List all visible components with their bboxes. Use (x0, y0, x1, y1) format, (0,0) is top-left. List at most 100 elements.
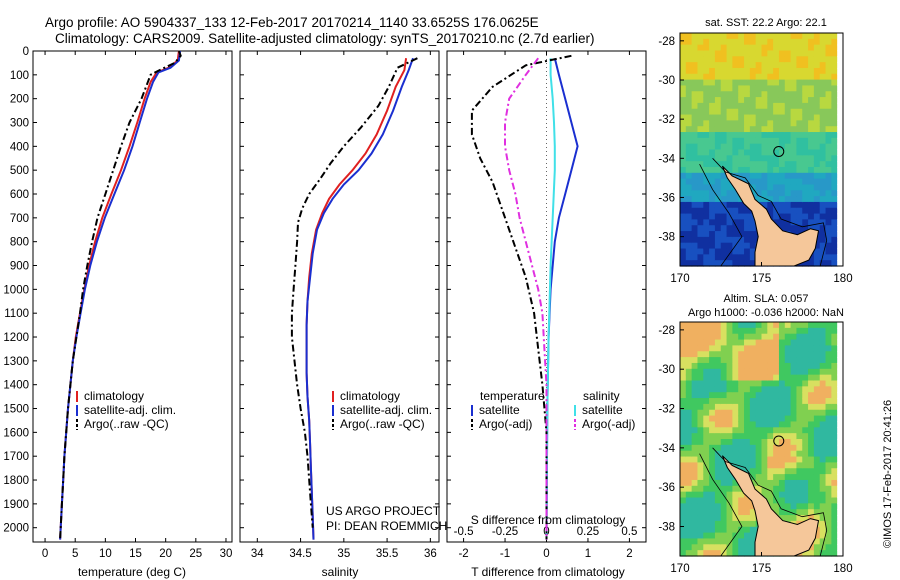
map-cell (778, 345, 786, 352)
map-cell (720, 333, 728, 341)
map-cell (703, 126, 710, 133)
map-cell (680, 526, 687, 534)
map-cell (720, 67, 728, 75)
map-cell (761, 485, 768, 493)
map-cell (813, 474, 821, 481)
map-cell (709, 503, 716, 510)
map-cell (697, 403, 704, 411)
map-cell (819, 260, 827, 267)
map-cell (714, 509, 722, 516)
map-cell (714, 392, 722, 399)
map-cell (714, 520, 722, 528)
map-cell (720, 50, 728, 57)
map-cell (808, 497, 815, 504)
map-cell (837, 491, 844, 499)
map-cell (691, 322, 699, 329)
map-cell (784, 50, 792, 57)
map-cell (709, 38, 716, 46)
map-cell (778, 374, 786, 382)
map-cell (825, 254, 832, 261)
map-cell (749, 515, 757, 522)
map-cell (714, 550, 722, 557)
map-cell (767, 415, 774, 423)
map-cell (790, 433, 798, 440)
map-cell (831, 155, 838, 162)
map-cell (790, 44, 798, 52)
map-cell (732, 126, 739, 133)
map-cell (784, 351, 792, 358)
map-cell (680, 254, 687, 261)
map-cell (749, 38, 757, 46)
map-cell (767, 190, 774, 197)
map-cell (720, 114, 728, 121)
map-cell (790, 462, 798, 469)
map-cell (761, 433, 768, 440)
map-cell (825, 225, 832, 232)
map-cell (837, 333, 844, 341)
map-cell (773, 91, 780, 98)
map-cell (732, 172, 739, 180)
map-cell (749, 97, 757, 104)
map-cell (796, 491, 803, 499)
map-cell (802, 149, 809, 156)
map-cell (808, 491, 815, 499)
map-cell (825, 415, 832, 423)
map-cell (755, 97, 763, 104)
map-cell (755, 44, 763, 52)
map-cell (691, 351, 699, 358)
map-cell (697, 108, 704, 116)
map-cell (720, 38, 728, 46)
map-cell (691, 184, 699, 191)
map-cell (726, 132, 733, 139)
map-cell (796, 380, 803, 387)
map-cell (691, 79, 699, 87)
map-cell (691, 248, 699, 255)
map-cell (714, 497, 722, 504)
map-cell (767, 462, 774, 469)
map-cell (714, 120, 722, 127)
map-cell (738, 126, 745, 133)
map-cell (714, 357, 722, 364)
map-cell (732, 357, 739, 364)
y-tick-label: 1300 (3, 356, 29, 368)
map-cell (790, 207, 798, 215)
map-cell (685, 427, 693, 434)
map-cell (761, 415, 768, 423)
map-cell (802, 444, 809, 452)
map-cell (778, 491, 786, 499)
map-cell (680, 345, 687, 352)
copyright-timestamp: ©IMOS 17-Feb-2017 20:41:26 (882, 400, 894, 548)
map-cell (738, 219, 745, 226)
map-cell (767, 132, 774, 139)
map-x-tick-label: 180 (833, 273, 852, 285)
map-cell (720, 374, 728, 382)
map-cell (726, 155, 733, 162)
map-cell (680, 357, 687, 364)
map-cell (819, 351, 827, 358)
map-cell (697, 327, 704, 335)
map-cell (720, 398, 728, 405)
map-cell (773, 67, 780, 75)
map-cell (703, 421, 710, 428)
map-cell (796, 67, 803, 75)
map-cell (784, 73, 792, 81)
map-cell (749, 79, 757, 87)
map-cell (808, 322, 815, 329)
map-cell (819, 515, 827, 522)
map-cell (802, 479, 809, 487)
map-cell (755, 433, 763, 440)
map-cell (796, 339, 803, 346)
map-cell (738, 161, 745, 168)
map-cell (685, 327, 693, 335)
map-cell (784, 322, 792, 329)
map-cell (726, 515, 733, 522)
map-cell (808, 362, 815, 370)
map-cell (685, 143, 693, 151)
map-cell (749, 380, 757, 387)
map-cell (685, 108, 693, 116)
map-cell (808, 91, 815, 98)
map-cell (808, 207, 815, 215)
map-cell (808, 50, 815, 57)
map-cell (697, 143, 704, 151)
map-cell (831, 327, 838, 335)
